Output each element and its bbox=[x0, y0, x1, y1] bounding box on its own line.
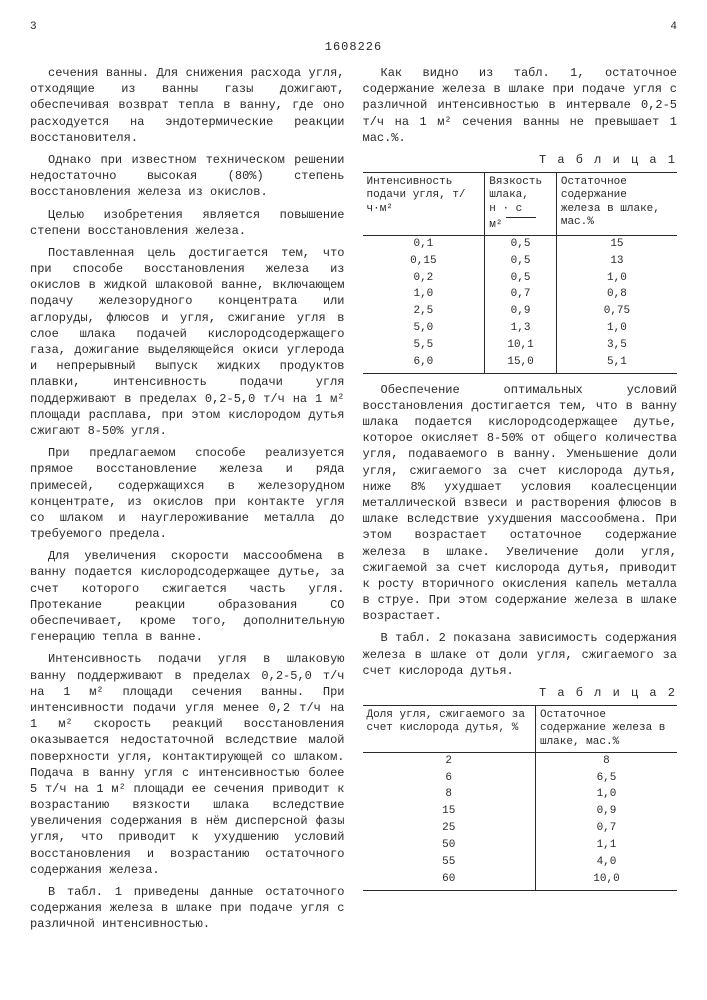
table-cell: 2,5 bbox=[363, 303, 485, 320]
table-cell: 8 bbox=[535, 752, 677, 769]
table-cell: 6,0 bbox=[363, 354, 485, 373]
table-cell: 15 bbox=[556, 235, 677, 252]
table-cell: 6,5 bbox=[535, 770, 677, 787]
table-row: 250,7 bbox=[363, 820, 678, 837]
paragraph: В табл. 1 приведены данные остаточного с… bbox=[30, 884, 345, 933]
table-cell: 0,2 bbox=[363, 270, 485, 287]
paragraph: Однако при известном техническом решении… bbox=[30, 152, 345, 201]
table-cell: 1,1 bbox=[535, 837, 677, 854]
table-cell: 50 bbox=[363, 837, 536, 854]
table-cell: 0,5 bbox=[485, 270, 557, 287]
table-cell: 6 bbox=[363, 770, 536, 787]
right-column: Как видно из табл. 1, остаточное содержа… bbox=[363, 65, 678, 939]
paragraph: Для увеличения скорости массообмена в ва… bbox=[30, 548, 345, 645]
fraction-line bbox=[506, 217, 536, 218]
table-row: 66,5 bbox=[363, 770, 678, 787]
table-cell: 0,7 bbox=[535, 820, 677, 837]
table-cell: 13 bbox=[556, 253, 677, 270]
table-cell: 1,0 bbox=[363, 286, 485, 303]
table-header: Остаточное содержание железа в шлаке, ма… bbox=[535, 706, 677, 753]
table-cell: 1,3 bbox=[485, 320, 557, 337]
table-cell: 60 bbox=[363, 871, 536, 890]
table-row: 28 bbox=[363, 752, 678, 769]
table-cell: 2 bbox=[363, 752, 536, 769]
paragraph: Как видно из табл. 1, остаточное содержа… bbox=[363, 65, 678, 146]
table-row: 0,20,51,0 bbox=[363, 270, 678, 287]
table-cell: 5,5 bbox=[363, 337, 485, 354]
table-cell: 15 bbox=[363, 803, 536, 820]
table-row: 2,50,90,75 bbox=[363, 303, 678, 320]
table-row: 0,150,513 bbox=[363, 253, 678, 270]
table-row: 6,015,05,1 bbox=[363, 354, 678, 373]
frac-numerator: н · с bbox=[489, 203, 522, 215]
table-row: 81,0 bbox=[363, 786, 678, 803]
table-cell: 0,15 bbox=[363, 253, 485, 270]
table-header: Вязкость шлака, н · с м² bbox=[485, 173, 557, 236]
paragraph: В табл. 2 показана зависимость содержани… bbox=[363, 630, 678, 679]
table-row: 150,9 bbox=[363, 803, 678, 820]
table-cell: 55 bbox=[363, 854, 536, 871]
frac-denominator: м² bbox=[489, 219, 502, 231]
table-cell: 0,9 bbox=[535, 803, 677, 820]
table-cell: 0,75 bbox=[556, 303, 677, 320]
table-header: Остаточное содержание железа в шлаке, ма… bbox=[556, 173, 677, 236]
table-cell: 10,0 bbox=[535, 871, 677, 890]
table-cell: 0,5 bbox=[485, 235, 557, 252]
page-num-right: 4 bbox=[670, 20, 677, 35]
paragraph: Обеспечение оптимальных условий восстано… bbox=[363, 382, 678, 625]
table-cell: 5,0 bbox=[363, 320, 485, 337]
table-row: 6010,0 bbox=[363, 871, 678, 890]
paragraph: Поставленная цель достигается тем, что п… bbox=[30, 245, 345, 439]
table-row: 554,0 bbox=[363, 854, 678, 871]
page-num-left: 3 bbox=[30, 20, 37, 35]
table-cell: 1,0 bbox=[556, 320, 677, 337]
table-1: Интенсивность подачи угля, т/ч·м² Вязкос… bbox=[363, 172, 678, 374]
table-header: Доля угля, сжигаемого за счет кислорода … bbox=[363, 706, 536, 753]
table-row: 0,10,515 bbox=[363, 235, 678, 252]
table1-title: Т а б л и ц а 1 bbox=[363, 152, 678, 168]
table-cell: 1,0 bbox=[556, 270, 677, 287]
table-cell: 0,8 bbox=[556, 286, 677, 303]
table-cell: 10,1 bbox=[485, 337, 557, 354]
paragraph: Целью изобретения является повышение сте… bbox=[30, 207, 345, 239]
table2-title: Т а б л и ц а 2 bbox=[363, 685, 678, 701]
table-cell: 0,1 bbox=[363, 235, 485, 252]
document-number: 1608226 bbox=[30, 39, 677, 55]
table-cell: 5,1 bbox=[556, 354, 677, 373]
table-cell: 25 bbox=[363, 820, 536, 837]
table-row: 5,01,31,0 bbox=[363, 320, 678, 337]
table-cell: 15,0 bbox=[485, 354, 557, 373]
table-cell: 0,7 bbox=[485, 286, 557, 303]
table-cell: 0,9 bbox=[485, 303, 557, 320]
paragraph: При предлагаемом способе реализуется пря… bbox=[30, 445, 345, 542]
paragraph: сечения ванны. Для снижения расхода угля… bbox=[30, 65, 345, 146]
table-cell: 0,5 bbox=[485, 253, 557, 270]
header-text: Вязкость шлака, bbox=[489, 176, 542, 201]
paragraph: Интенсивность подачи угля в шлаковую ван… bbox=[30, 651, 345, 878]
table-2: Доля угля, сжигаемого за счет кислорода … bbox=[363, 705, 678, 890]
table-row: 5,510,13,5 bbox=[363, 337, 678, 354]
left-column: сечения ванны. Для снижения расхода угля… bbox=[30, 65, 345, 939]
table-cell: 3,5 bbox=[556, 337, 677, 354]
table-header: Интенсивность подачи угля, т/ч·м² bbox=[363, 173, 485, 236]
table-row: 1,00,70,8 bbox=[363, 286, 678, 303]
table-cell: 8 bbox=[363, 786, 536, 803]
table-cell: 1,0 bbox=[535, 786, 677, 803]
table-cell: 4,0 bbox=[535, 854, 677, 871]
table-row: 501,1 bbox=[363, 837, 678, 854]
